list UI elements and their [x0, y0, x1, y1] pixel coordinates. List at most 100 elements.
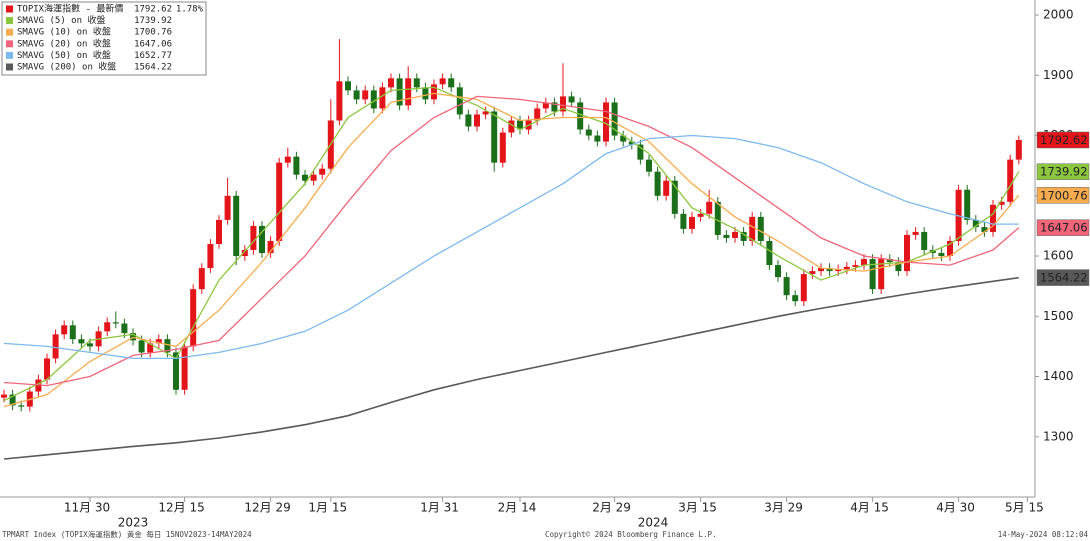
legend-swatch	[6, 51, 13, 59]
candle-body	[800, 274, 807, 302]
candle-body	[938, 253, 945, 257]
candle-body	[998, 201, 1005, 205]
legend-swatch	[6, 28, 13, 36]
candle-body	[173, 352, 179, 390]
x-tick-label: 3月 15	[678, 501, 717, 515]
footer-left: TPMART Index (TOPIX海運指數) 黃金 每日 15NOV2023…	[2, 529, 252, 539]
candle-body	[405, 78, 412, 106]
candle-body	[689, 216, 695, 229]
candle-body	[594, 135, 601, 142]
candle-body	[947, 240, 953, 257]
candle-body	[843, 266, 850, 270]
legend-swatch	[6, 17, 13, 25]
candle-body	[499, 132, 506, 163]
legend-value: 1647.06	[134, 39, 172, 49]
candle-body	[878, 259, 885, 290]
x-tick-label: 4月 15	[850, 501, 889, 515]
candle-body	[620, 135, 627, 142]
candle-body	[482, 111, 489, 115]
candle-body	[603, 102, 609, 142]
y-tick-label: 2000	[1043, 8, 1074, 22]
y-tick-label: 1900	[1043, 68, 1074, 82]
candle-body	[448, 78, 455, 88]
candle-body	[267, 240, 274, 254]
candle-body	[439, 78, 446, 85]
footer-center: Copyright© 2024 Bloomberg Finance L.P.	[545, 530, 717, 539]
value-box	[1036, 131, 1090, 149]
candle-body	[1015, 139, 1022, 160]
year-label: 2023	[118, 516, 149, 530]
candle-body	[654, 171, 661, 196]
candle-body	[147, 343, 154, 353]
candle-body	[216, 219, 222, 244]
candle-body	[912, 231, 919, 235]
x-tick-label: 2月 14	[498, 501, 537, 515]
candle-body	[112, 322, 119, 324]
legend-label: SMAVG (5) on 收盤	[17, 14, 105, 26]
legend-change: 1.78%	[176, 5, 204, 15]
legend-label: SMAVG (20) on 收盤	[17, 37, 111, 49]
value-box	[1036, 219, 1090, 236]
candle-body	[78, 339, 85, 344]
candle-body	[293, 156, 300, 175]
year-label: 2024	[638, 516, 669, 530]
candle-body	[431, 84, 437, 100]
candle-body	[740, 231, 747, 241]
ma-line	[3, 134, 1019, 360]
candle-body	[1, 394, 7, 398]
x-tick-label: 11月 30	[64, 501, 110, 515]
y-tick-label: 1400	[1043, 369, 1074, 383]
candle-body	[714, 201, 721, 235]
legend-swatch	[6, 40, 13, 48]
legend-value: 1739.92	[134, 16, 172, 26]
candle-body	[697, 213, 704, 217]
candle-body	[577, 102, 584, 130]
candle-body	[336, 81, 343, 121]
candle-body	[904, 234, 910, 272]
candle-body	[568, 96, 575, 103]
x-tick-label: 4月 30	[936, 501, 975, 515]
candle-body	[646, 159, 652, 172]
candle-body	[319, 168, 326, 175]
ma-line	[3, 92, 1020, 408]
legend-label: SMAVG (10) on 收盤	[17, 26, 111, 38]
candle-body	[241, 250, 248, 257]
candle-body	[775, 265, 781, 278]
value-box-label: 1647.06	[1040, 221, 1088, 235]
candle-body	[551, 102, 558, 112]
candle-body	[517, 120, 523, 130]
candle-body	[164, 339, 171, 353]
legend-label: SMAVG (200) on 收盤	[17, 61, 116, 73]
candle-body	[345, 81, 351, 91]
candle-body	[491, 111, 498, 163]
candle-body	[181, 346, 188, 390]
candle-body	[723, 234, 730, 238]
value-box	[1036, 269, 1090, 286]
candle-body	[663, 180, 670, 196]
candle-body	[818, 268, 824, 272]
candle-body	[259, 225, 265, 254]
candle-body	[362, 90, 369, 100]
candle-body	[87, 343, 93, 347]
legend-label: SMAVG (50) on 收盤	[17, 49, 111, 61]
legend-value: 1792.62	[134, 5, 172, 15]
candle-body	[413, 78, 420, 88]
ma-line	[3, 276, 1019, 460]
candle-body	[44, 358, 50, 380]
candle-body	[155, 339, 162, 344]
legend-swatch	[6, 5, 13, 13]
candle-body	[766, 240, 773, 266]
candle-body	[611, 102, 618, 136]
candle-body	[749, 216, 756, 241]
candle-body	[276, 162, 283, 241]
candle-body	[706, 201, 713, 214]
plot-area	[1, 39, 1022, 460]
candle-body	[9, 394, 16, 406]
candle-body	[302, 174, 308, 181]
candle-body	[121, 323, 128, 334]
candle-body	[190, 289, 197, 347]
candle-body	[388, 78, 394, 88]
candle-body	[456, 87, 463, 115]
candle-body	[224, 195, 231, 220]
